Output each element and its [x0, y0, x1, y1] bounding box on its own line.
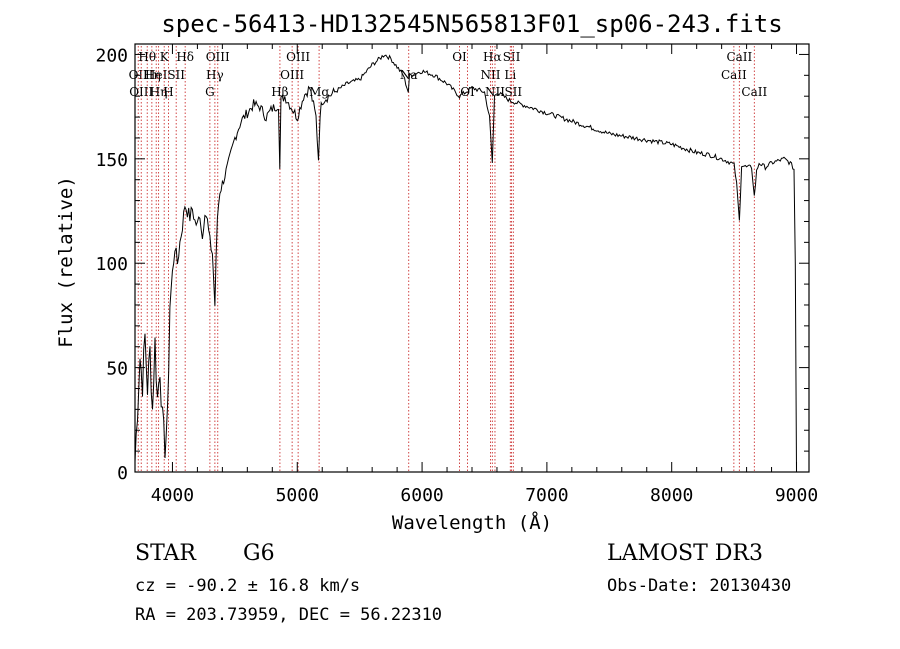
line-label-sii: SII [167, 68, 185, 82]
x-axis: 4000 5000 6000 7000 8000 9000 [151, 44, 818, 506]
line-label-g: G [205, 85, 215, 99]
line-label-k: K [160, 50, 170, 64]
line-label-hα: Hα [483, 50, 502, 64]
line-label-hβ: Hβ [271, 85, 288, 99]
x-tick-label: 7000 [525, 485, 568, 506]
y-tick-label: 50 [106, 359, 128, 380]
line-label-nii: NII [485, 85, 505, 99]
series-line-flux [134, 54, 797, 473]
line-label-hδ: Hδ [176, 50, 194, 64]
line-label-h: H [163, 85, 173, 99]
line-label-oiii: OIII [280, 68, 304, 82]
x-tick-label: 6000 [400, 485, 443, 506]
line-label-caii: CaII [726, 50, 752, 64]
spectral-line-markers: OIIOIIIHθHηHeIHηKHSIIHδGHγOIIIHβOIIIOIII… [129, 46, 767, 472]
line-label-mg: Mg [309, 85, 329, 99]
line-label-hγ: Hγ [206, 68, 224, 82]
line-label-sii: SII [504, 85, 522, 99]
line-label-hθ: Hθ [138, 50, 156, 64]
x-axis-label: Wavelength (Å) [392, 511, 552, 534]
x-tick-label: 5000 [276, 485, 319, 506]
y-axis: 0 50 100 150 200 [95, 45, 809, 484]
chart-title: spec-56413-HD132545N565813F01_sp06-243.f… [161, 10, 782, 38]
line-label-sii: SII [503, 50, 521, 64]
observation-date: Obs-Date: 20130430 [607, 576, 791, 596]
x-tick-label: 9000 [775, 485, 818, 506]
survey-name: LAMOST DR3 [607, 541, 763, 566]
y-axis-label: Flux (relative) [55, 176, 77, 348]
line-label-hei: HeI [145, 68, 168, 82]
line-label-nii: NII [480, 68, 500, 82]
coordinates-line: RA = 203.73959, DEC = 56.22310 [135, 605, 442, 625]
y-tick-label: 100 [95, 254, 128, 275]
redshift-line: cz = -90.2 ± 16.8 km/s [135, 576, 360, 596]
line-label-hη: Hη [150, 85, 168, 99]
line-label-li: Li [504, 68, 516, 82]
line-label-caii: CaII [721, 68, 747, 82]
line-label-oiii: OIII [206, 50, 230, 64]
y-tick-label: 150 [95, 150, 128, 171]
y-tick-label: 0 [117, 463, 128, 484]
line-label-oi: OI [452, 50, 467, 64]
y-tick-label: 200 [95, 45, 128, 66]
object-subclass: G6 [243, 541, 275, 566]
object-class: STAR [135, 541, 197, 566]
x-tick-label: 8000 [650, 485, 693, 506]
x-tick-label: 4000 [151, 485, 194, 506]
plot-frame [134, 43, 810, 473]
line-label-caii: CaII [741, 85, 767, 99]
line-label-oiii: OIII [286, 50, 310, 64]
